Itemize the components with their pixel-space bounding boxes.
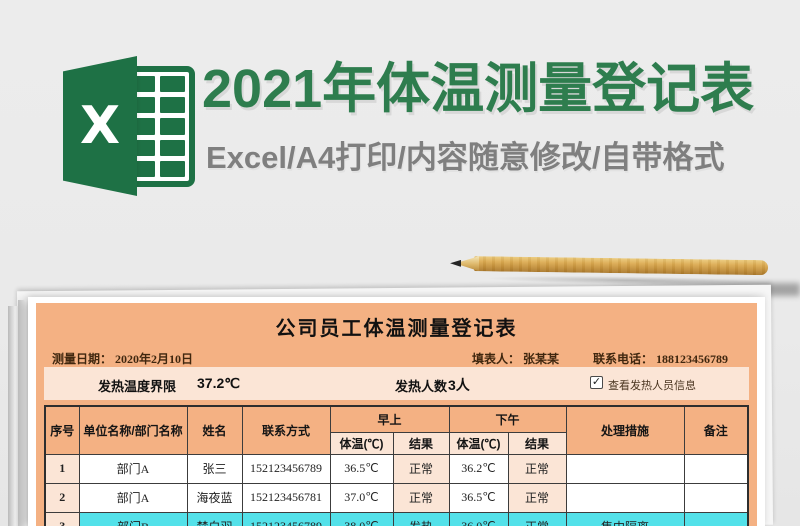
cell-dept[interactable]: 部门B bbox=[78, 511, 188, 526]
table-body: 1 部门A 张三 152123456789 36.5℃ 正常 36.2℃ 正常 … bbox=[44, 453, 749, 526]
header-action: 处理措施 bbox=[565, 405, 685, 455]
cell-am-temp[interactable]: 37.0℃ bbox=[329, 482, 394, 513]
header-name: 姓名 bbox=[186, 405, 243, 455]
measure-date-label: 测量日期： bbox=[52, 352, 113, 366]
spreadsheet-paper: 公司员工体温测量登记表 测量日期： 2020年2月10日 填表人： 张某某 联系… bbox=[28, 297, 765, 526]
form-filler-value: 张某某 bbox=[523, 352, 560, 366]
header-remark: 备注 bbox=[683, 405, 749, 455]
excel-x-panel-icon: X bbox=[63, 56, 137, 196]
header-pm-temp: 体温(℃) bbox=[448, 431, 509, 455]
cell-no[interactable]: 1 bbox=[44, 453, 80, 484]
temperature-table: 序号 单位名称/部门名称 姓名 联系方式 早上 下午 处理措施 备注 体温(℃)… bbox=[44, 405, 750, 526]
view-fever-checkbox[interactable]: ✓ bbox=[590, 376, 603, 389]
cell-am-result[interactable]: 正常 bbox=[392, 482, 450, 513]
header-morning: 早上 bbox=[329, 405, 450, 433]
excel-logo-icon: X bbox=[63, 56, 197, 196]
cell-contact[interactable]: 152123456789 bbox=[241, 511, 331, 526]
spreadsheet-area: 公司员工体温测量登记表 测量日期： 2020年2月10日 填表人： 张某某 联系… bbox=[36, 303, 757, 526]
cell-action[interactable] bbox=[565, 453, 685, 484]
cell-name[interactable]: 楚白羽 bbox=[186, 511, 243, 526]
header-dept: 单位名称/部门名称 bbox=[78, 405, 188, 455]
excel-x-letter: X bbox=[79, 96, 121, 156]
banner-title: 2021年体温测量登记表 bbox=[202, 59, 755, 119]
pencil-body bbox=[473, 256, 769, 276]
measure-date-value: 2020年2月10日 bbox=[115, 352, 194, 366]
cell-am-result[interactable]: 正常 bbox=[392, 453, 450, 484]
cell-name[interactable]: 海夜蓝 bbox=[186, 482, 243, 513]
cell-no[interactable]: 2 bbox=[44, 482, 80, 513]
contact-phone-value: 188123456789 bbox=[656, 352, 729, 366]
cell-am-temp[interactable]: 36.5℃ bbox=[329, 453, 394, 484]
cell-contact[interactable]: 152123456789 bbox=[241, 453, 331, 484]
cell-action[interactable]: 集中隔离 bbox=[565, 511, 685, 526]
header-no: 序号 bbox=[44, 405, 80, 455]
banner-subtitle: Excel/A4打印/内容随意修改/自带格式 bbox=[206, 140, 725, 175]
header-pm-result: 结果 bbox=[507, 431, 567, 455]
fever-count-value: 3人 bbox=[448, 377, 470, 393]
cell-remark[interactable] bbox=[683, 511, 749, 526]
table-row: 2 部门A 海夜蓝 152123456781 37.0℃ 正常 36.5℃ 正常 bbox=[44, 482, 749, 513]
cell-no[interactable]: 3 bbox=[44, 511, 80, 526]
form-filler: 填表人： 张某某 bbox=[472, 350, 559, 367]
cell-pm-result[interactable]: 正常 bbox=[507, 482, 567, 513]
form-filler-label: 填表人： bbox=[472, 352, 521, 366]
paper-stack-edge bbox=[8, 306, 21, 526]
header-am-result: 结果 bbox=[392, 431, 450, 455]
cell-am-result[interactable]: 发热 bbox=[392, 511, 450, 526]
cell-remark[interactable] bbox=[683, 482, 749, 513]
pencil-image bbox=[450, 251, 769, 287]
table-row: 3 部门B 楚白羽 152123456789 38.0℃ 发热 36.0℃ 正常… bbox=[44, 511, 749, 526]
table-row: 1 部门A 张三 152123456789 36.5℃ 正常 36.2℃ 正常 bbox=[44, 453, 749, 484]
cell-remark[interactable] bbox=[683, 453, 749, 484]
header-am-temp: 体温(℃) bbox=[329, 431, 394, 455]
check-icon: ✓ bbox=[591, 376, 602, 388]
cell-pm-result[interactable]: 正常 bbox=[507, 511, 567, 526]
cell-pm-temp[interactable]: 36.5℃ bbox=[448, 482, 509, 513]
sheet-title: 公司员工体温测量登记表 bbox=[275, 318, 518, 340]
hero-banner: X 2021年体温测量登记表 Excel/A4打印/内容随意修改/自带格式 bbox=[0, 0, 800, 240]
cell-dept[interactable]: 部门A bbox=[78, 482, 188, 513]
cell-action[interactable] bbox=[565, 482, 685, 513]
cell-am-temp[interactable]: 38.0℃ bbox=[329, 511, 394, 526]
pencil-graphite-tip bbox=[450, 260, 461, 267]
contact-phone-label: 联系电话： bbox=[593, 352, 654, 366]
settings-band: 发热温度界限 37.2℃ 发热人数 3人 ✓ 查看发热人员信息 bbox=[44, 367, 749, 400]
fever-limit-value[interactable]: 37.2℃ bbox=[197, 375, 240, 391]
header-contact: 联系方式 bbox=[241, 405, 331, 455]
cell-name[interactable]: 张三 bbox=[186, 453, 243, 484]
measure-date: 测量日期： 2020年2月10日 bbox=[52, 350, 193, 367]
fever-count-label: 发热人数 bbox=[395, 379, 448, 394]
paper-stack-edge bbox=[18, 300, 31, 526]
info-row: 测量日期： 2020年2月10日 填表人： 张某某 联系电话： 18812345… bbox=[36, 350, 757, 366]
cell-contact[interactable]: 152123456781 bbox=[241, 482, 331, 513]
header-afternoon: 下午 bbox=[448, 405, 567, 433]
excel-sheet-grid-icon bbox=[119, 66, 195, 187]
fever-limit-label: 发热温度界限 bbox=[98, 379, 177, 394]
cell-pm-temp[interactable]: 36.2℃ bbox=[448, 453, 509, 484]
contact-phone: 联系电话： 188123456789 bbox=[593, 350, 728, 367]
view-fever-checkbox-label: 查看发热人员信息 bbox=[608, 380, 696, 392]
cell-dept[interactable]: 部门A bbox=[78, 453, 188, 484]
cell-pm-temp[interactable]: 36.0℃ bbox=[448, 511, 509, 526]
cell-pm-result[interactable]: 正常 bbox=[507, 453, 567, 484]
